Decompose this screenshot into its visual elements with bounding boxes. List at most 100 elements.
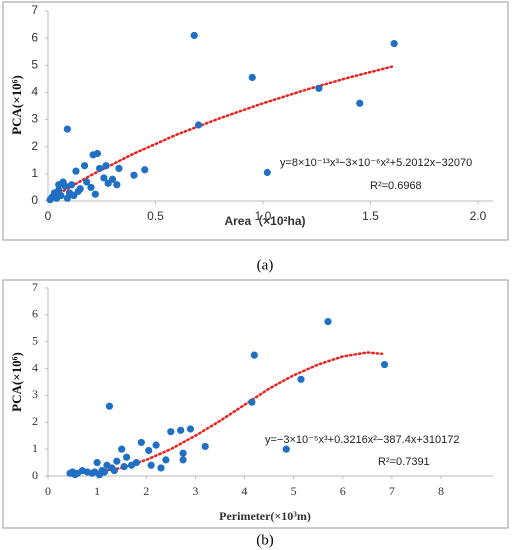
x-tick-label: 6	[340, 484, 346, 498]
data-point	[96, 164, 104, 173]
x-tick-label: 0.5	[147, 209, 164, 223]
data-point	[80, 162, 89, 170]
data-point	[113, 181, 121, 189]
y-tick-label: 4	[31, 85, 38, 99]
data-point	[63, 194, 71, 202]
trend-line	[66, 351, 384, 475]
data-point	[123, 453, 131, 461]
data-point	[141, 166, 149, 174]
y-tick-label: 5	[31, 57, 38, 71]
y-tick-label: 7	[31, 3, 38, 17]
caption: (a)	[257, 257, 274, 273]
r-squared: R²=0.7391	[378, 456, 430, 468]
y-axis-label: PCA(×10⁶)	[9, 352, 24, 412]
data-point	[201, 442, 209, 451]
data-point	[248, 73, 256, 82]
data-point	[110, 467, 118, 475]
data-point	[100, 468, 109, 476]
data-point	[89, 151, 97, 159]
data-point	[63, 125, 71, 133]
y-tick-label: 6	[32, 307, 38, 321]
y-tick-label: 0	[31, 193, 38, 207]
y-tick-label: 3	[31, 112, 38, 126]
data-point	[74, 187, 82, 196]
x-tick-label: 2.0	[470, 209, 487, 223]
data-point	[100, 174, 108, 182]
data-point	[190, 31, 198, 40]
x-tick-label: 3	[192, 484, 198, 498]
data-point	[118, 445, 126, 453]
x-tick-label: 1.5	[362, 209, 379, 223]
y-tick-label: 5	[32, 333, 38, 347]
data-point	[282, 445, 290, 453]
data-point	[315, 84, 323, 92]
data-point	[248, 398, 256, 406]
x-tick-label: 1	[94, 484, 100, 498]
data-point	[102, 162, 110, 170]
x-axis-label: Area（×10²ha)	[224, 213, 305, 228]
data-point	[83, 178, 91, 186]
data-point	[152, 441, 160, 449]
equation: y=8×10⁻¹³x³−3×10⁻⁶x²+5.2012x−32070	[280, 157, 472, 169]
caption: (b)	[256, 532, 274, 548]
x-tick-label: 2	[143, 484, 149, 498]
data-point	[127, 461, 136, 469]
frame-a	[2, 1, 509, 241]
data-point	[147, 461, 155, 469]
data-point	[177, 426, 185, 434]
data-point	[130, 171, 138, 179]
data-point	[93, 458, 101, 467]
data-point	[145, 446, 153, 455]
x-tick-label: 0	[45, 209, 52, 223]
data-point	[250, 351, 258, 359]
data-point	[120, 463, 128, 471]
data-point	[186, 425, 195, 433]
data-point	[46, 196, 54, 204]
x-tick-label: 5	[291, 484, 297, 498]
y-tick-label: 7	[32, 280, 38, 294]
trend-line	[46, 65, 394, 201]
data-point	[324, 317, 332, 326]
data-point	[390, 39, 398, 48]
data-point	[87, 183, 95, 192]
data-point	[162, 456, 170, 464]
frame-b	[2, 279, 509, 529]
data-point	[297, 375, 305, 383]
data-point	[71, 471, 79, 479]
data-point	[105, 402, 114, 410]
r-squared: R²=0.6968	[370, 180, 422, 192]
data-point	[68, 181, 76, 189]
x-tick-label: 8	[438, 484, 444, 498]
data-point	[113, 457, 121, 465]
data-point	[380, 360, 389, 369]
equation: y=−3×10⁻⁵x³+0.3216x²−387.4x+310172	[265, 434, 459, 446]
y-tick-label: 0	[32, 468, 38, 482]
y-tick-label: 6	[31, 30, 38, 44]
y-axis-label: PCA(×10⁶)	[9, 75, 24, 135]
data-point	[137, 438, 145, 447]
data-point	[103, 461, 111, 469]
x-axis-label: Perimeter(×10³m)	[219, 509, 311, 523]
data-point	[91, 190, 99, 198]
data-point	[179, 456, 187, 464]
data-point	[108, 175, 117, 183]
data-point	[263, 168, 271, 177]
x-tick-label: 4	[242, 484, 248, 498]
data-point	[194, 121, 203, 129]
y-tick-label: 1	[32, 441, 38, 455]
x-tick-label: 1.0	[255, 209, 272, 223]
y-tick-label: 3	[32, 387, 38, 401]
data-point	[115, 164, 123, 173]
y-tick-label: 2	[31, 139, 38, 153]
x-tick-label: 0	[45, 484, 51, 498]
data-point	[72, 167, 80, 175]
y-tick-label: 4	[32, 360, 38, 374]
data-point	[167, 428, 175, 436]
y-tick-label: 1	[31, 166, 38, 180]
y-tick-label: 2	[32, 414, 38, 428]
data-point	[356, 99, 364, 107]
data-point	[55, 181, 63, 189]
x-tick-label: 7	[389, 484, 395, 498]
data-point	[179, 449, 187, 457]
